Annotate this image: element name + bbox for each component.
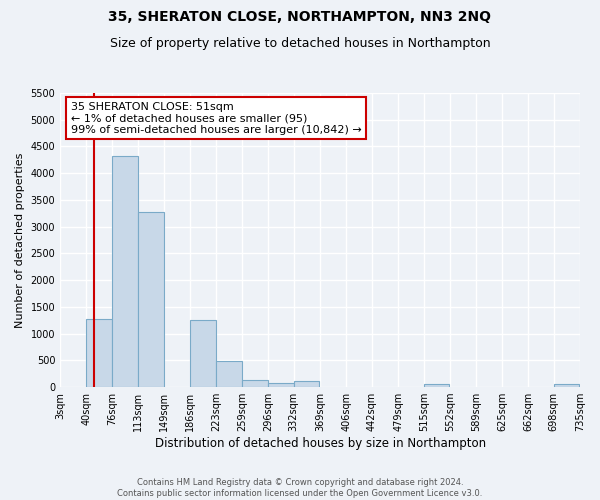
Text: Size of property relative to detached houses in Northampton: Size of property relative to detached ho…	[110, 38, 490, 51]
Text: 35, SHERATON CLOSE, NORTHAMPTON, NN3 2NQ: 35, SHERATON CLOSE, NORTHAMPTON, NN3 2NQ	[109, 10, 491, 24]
Y-axis label: Number of detached properties: Number of detached properties	[15, 152, 25, 328]
Bar	[242, 380, 268, 387]
Bar	[424, 384, 449, 387]
Bar	[554, 384, 579, 387]
X-axis label: Distribution of detached houses by size in Northampton: Distribution of detached houses by size …	[155, 437, 485, 450]
Bar	[190, 320, 215, 387]
Bar	[217, 362, 242, 387]
Bar	[138, 212, 164, 387]
Bar	[268, 384, 294, 387]
Bar	[112, 156, 137, 387]
Text: 35 SHERATON CLOSE: 51sqm
← 1% of detached houses are smaller (95)
99% of semi-de: 35 SHERATON CLOSE: 51sqm ← 1% of detache…	[71, 102, 361, 135]
Bar	[86, 319, 112, 387]
Bar	[294, 381, 319, 387]
Text: Contains HM Land Registry data © Crown copyright and database right 2024.
Contai: Contains HM Land Registry data © Crown c…	[118, 478, 482, 498]
